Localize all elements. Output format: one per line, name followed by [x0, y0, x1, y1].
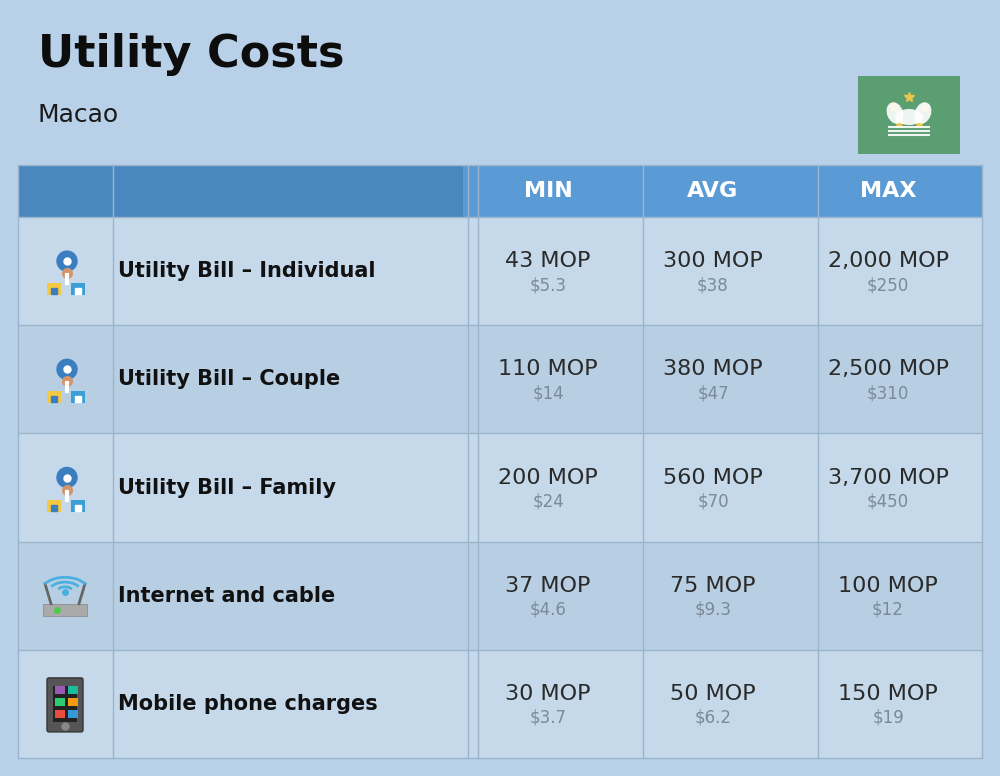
Text: 560 MOP: 560 MOP	[663, 467, 763, 487]
Text: 100 MOP: 100 MOP	[838, 576, 938, 596]
Text: $6.2: $6.2	[694, 709, 732, 727]
Bar	[47, 391, 61, 404]
Text: $5.3: $5.3	[530, 276, 566, 294]
Circle shape	[57, 467, 77, 487]
Text: 2,500 MOP: 2,500 MOP	[828, 359, 948, 379]
Text: Utility Bill – Individual: Utility Bill – Individual	[118, 261, 376, 281]
Text: $38: $38	[697, 276, 729, 294]
Bar	[68, 698, 78, 706]
Bar	[18, 434, 982, 542]
Text: Macao: Macao	[38, 103, 119, 127]
Text: $24: $24	[532, 493, 564, 511]
Bar	[18, 650, 982, 758]
Text: 3,700 MOP: 3,700 MOP	[828, 467, 948, 487]
Text: $3.7: $3.7	[530, 709, 566, 727]
Text: 2,000 MOP: 2,000 MOP	[828, 251, 948, 271]
Bar	[18, 165, 463, 217]
Bar	[47, 500, 61, 511]
Text: 50 MOP: 50 MOP	[670, 684, 756, 704]
Text: 110 MOP: 110 MOP	[498, 359, 598, 379]
Bar	[53, 686, 77, 722]
Bar	[68, 686, 78, 694]
Ellipse shape	[887, 102, 903, 123]
Text: 30 MOP: 30 MOP	[505, 684, 591, 704]
Text: 43 MOP: 43 MOP	[505, 251, 591, 271]
Text: Internet and cable: Internet and cable	[118, 586, 335, 606]
Bar	[43, 604, 87, 615]
Text: Utility Bill – Family: Utility Bill – Family	[118, 477, 336, 497]
Circle shape	[57, 251, 77, 271]
Bar	[18, 542, 982, 650]
Bar	[55, 710, 65, 718]
Text: $4.6: $4.6	[530, 601, 566, 618]
Bar	[55, 686, 65, 694]
Bar	[18, 165, 982, 217]
Bar	[68, 710, 78, 718]
Text: $12: $12	[872, 601, 904, 618]
Bar	[71, 500, 85, 511]
Ellipse shape	[915, 102, 931, 123]
FancyBboxPatch shape	[858, 76, 960, 154]
Text: AVG: AVG	[687, 181, 739, 201]
FancyBboxPatch shape	[47, 678, 83, 732]
Bar	[47, 283, 61, 295]
Text: $14: $14	[532, 384, 564, 402]
Text: $310: $310	[867, 384, 909, 402]
Text: Mobile phone charges: Mobile phone charges	[118, 694, 378, 714]
Text: 75 MOP: 75 MOP	[670, 576, 756, 596]
Text: $450: $450	[867, 493, 909, 511]
Text: $250: $250	[867, 276, 909, 294]
Ellipse shape	[895, 109, 923, 125]
Text: $19: $19	[872, 709, 904, 727]
Text: 150 MOP: 150 MOP	[838, 684, 938, 704]
Circle shape	[57, 359, 77, 379]
Text: Utility Bill – Couple: Utility Bill – Couple	[118, 369, 340, 390]
Text: 37 MOP: 37 MOP	[505, 576, 591, 596]
Bar	[71, 283, 85, 295]
Text: 200 MOP: 200 MOP	[498, 467, 598, 487]
Text: Utility Costs: Utility Costs	[38, 33, 344, 77]
Text: 380 MOP: 380 MOP	[663, 359, 763, 379]
Bar	[71, 391, 85, 404]
Text: $9.3: $9.3	[694, 601, 732, 618]
Bar	[18, 217, 982, 325]
Text: MIN: MIN	[524, 181, 572, 201]
Text: MAX: MAX	[860, 181, 916, 201]
Bar	[18, 325, 982, 434]
Text: $47: $47	[697, 384, 729, 402]
Text: $70: $70	[697, 493, 729, 511]
Text: 300 MOP: 300 MOP	[663, 251, 763, 271]
Bar	[55, 698, 65, 706]
